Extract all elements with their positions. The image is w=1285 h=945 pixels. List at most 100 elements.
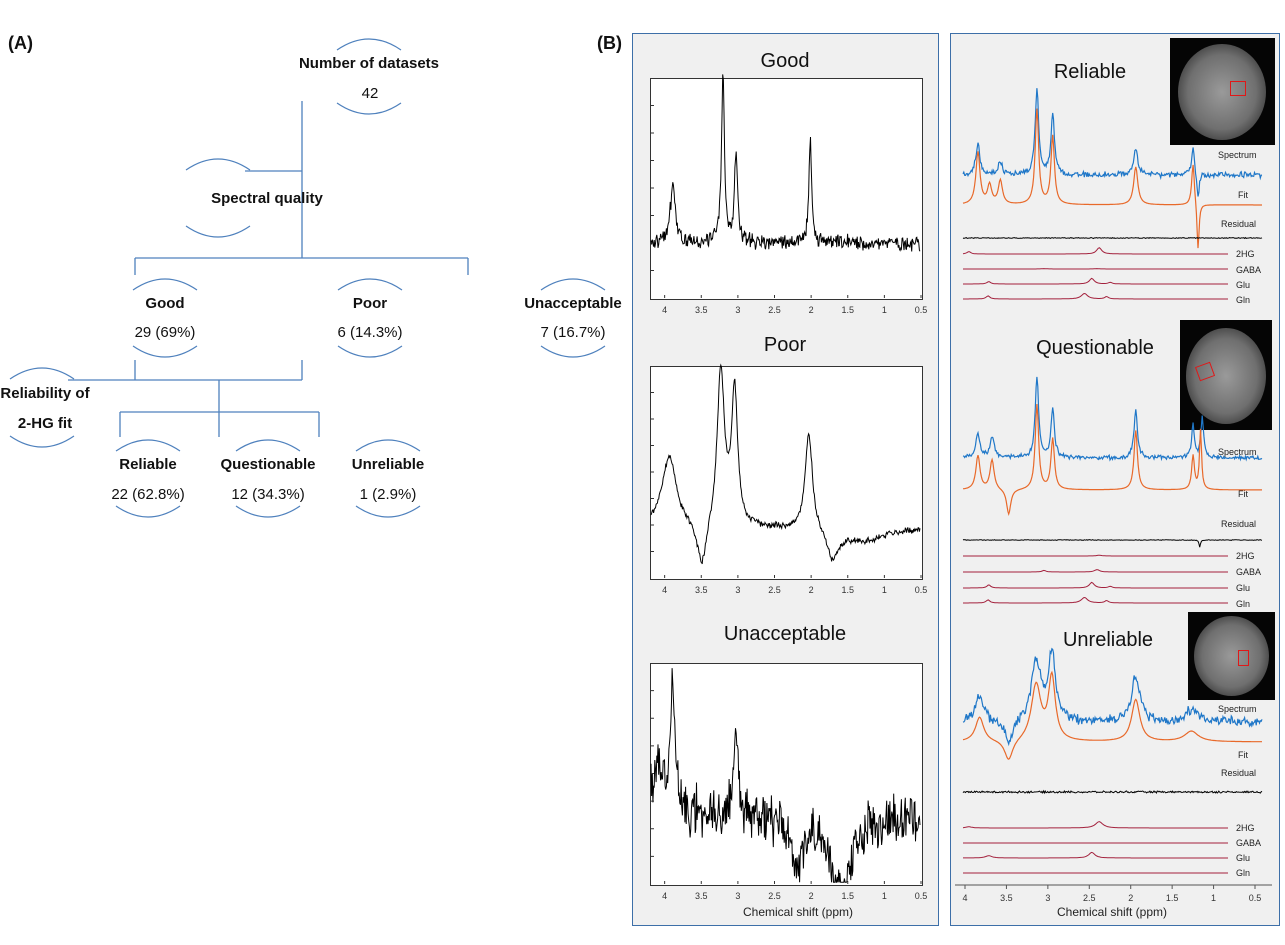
node-arc: [540, 278, 606, 358]
trace-label-gln: Gln: [1236, 295, 1251, 305]
x-tick-label: 4: [962, 893, 968, 903]
trace-label-gaba: GABA: [1236, 838, 1262, 848]
x-tick-label: 3: [735, 585, 741, 595]
trace-label-fit: Fit: [1238, 489, 1248, 499]
plot-title-unreliable: Unreliable: [1062, 629, 1154, 651]
plot-title-unacceptable: Unacceptable: [723, 623, 847, 645]
quality-unacceptable-value: 7 (16.7%): [540, 324, 605, 341]
quality-poor-value: 6 (14.3%): [337, 324, 402, 341]
trace-label-residual: Residual: [1221, 219, 1257, 229]
x-tick-label: 0.5: [1248, 893, 1262, 903]
reliability-label-line2: 2-HG fit: [18, 415, 72, 432]
trace-label-2hg: 2HG: [1236, 551, 1255, 561]
x-tick-label: 2.5: [768, 305, 781, 315]
x-tick-label: 1: [881, 305, 887, 315]
reliability-reliable-value: 22 (62.8%): [111, 486, 184, 503]
tree-connectors: [68, 101, 469, 437]
trace-label-spectrum: Spectrum: [1218, 704, 1257, 714]
trace-label-fit: Fit: [1238, 190, 1248, 200]
x-axis-label-right: Chemical shift (ppm): [1056, 905, 1168, 919]
node-arc: [337, 278, 403, 358]
trace-label-spectrum: Spectrum: [1218, 150, 1257, 160]
quality-good-title: Good: [145, 295, 184, 312]
x-tick-label: 3: [735, 305, 741, 315]
x-tick-label: 4: [662, 585, 668, 595]
node-arc: [185, 158, 251, 238]
x-tick-label: 3: [1045, 893, 1051, 903]
x-tick-label: 2.5: [768, 585, 781, 595]
x-tick-label: 2: [1128, 893, 1134, 903]
x-tick-label: 1.5: [841, 305, 855, 315]
quality-good-value: 29 (69%): [135, 324, 196, 341]
node-arc: [355, 439, 421, 518]
x-tick-label: 3.5: [695, 305, 708, 315]
trace-label-gln: Gln: [1236, 599, 1251, 609]
quality-poor-title: Poor: [353, 295, 387, 312]
node-arcs: [9, 38, 606, 518]
x-tick-label: 3.5: [695, 585, 708, 595]
x-tick-label: 1: [1211, 893, 1217, 903]
trace-label-glu: Glu: [1236, 583, 1251, 593]
trace-label-2hg: 2HG: [1236, 249, 1255, 259]
plot-title-poor: Poor: [763, 334, 807, 356]
root-node-value: 42: [362, 85, 379, 102]
node-arc: [115, 439, 181, 518]
reliability-questionable-value: 12 (34.3%): [231, 486, 304, 503]
plot-title-good: Good: [760, 50, 810, 72]
node-arc: [235, 439, 301, 518]
trace-label-gaba: GABA: [1236, 265, 1262, 275]
quality-unacceptable-title: Unacceptable: [524, 295, 622, 312]
brain-mri-image-reliable: [1170, 38, 1275, 145]
x-tick-label: 2.5: [768, 891, 781, 901]
x-tick-label: 0.5: [914, 891, 928, 901]
x-tick-label: 2: [808, 891, 814, 901]
node-arc: [9, 367, 75, 448]
x-tick-label: 2: [808, 585, 814, 595]
x-tick-label: 3: [735, 891, 741, 901]
reliability-reliable-title: Reliable: [119, 456, 177, 473]
x-tick-label: 2.5: [1083, 893, 1096, 903]
trace-label-gln: Gln: [1236, 868, 1251, 878]
brain-mri-image-questionable: [1180, 320, 1272, 430]
trace-label-residual: Residual: [1221, 519, 1257, 529]
trace-label-spectrum: Spectrum: [1218, 447, 1257, 457]
trace-label-glu: Glu: [1236, 853, 1251, 863]
x-tick-label: 1.5: [841, 585, 855, 595]
reliability-questionable-title: Questionable: [220, 456, 315, 473]
x-axis-label-left: Chemical shift (ppm): [742, 905, 854, 919]
trace-label-2hg: 2HG: [1236, 823, 1255, 833]
x-tick-label: 2: [808, 305, 814, 315]
x-tick-label: 3.5: [695, 891, 708, 901]
panel-b-label: (B): [597, 33, 622, 53]
plot-title-reliable: Reliable: [1053, 61, 1127, 83]
x-tick-label: 0.5: [914, 305, 928, 315]
node-arc: [336, 38, 402, 115]
x-tick-label: 4: [662, 305, 668, 315]
node-arc: [132, 278, 198, 358]
trace-label-glu: Glu: [1236, 280, 1251, 290]
voxel-roi-marker: [1230, 81, 1246, 96]
x-tick-label: 1.5: [1165, 893, 1179, 903]
reliability-unreliable-value: 1 (2.9%): [360, 486, 417, 503]
x-tick-label: 3.5: [1000, 893, 1013, 903]
trace-label-residual: Residual: [1221, 768, 1257, 778]
brain-mri-image-unreliable: [1188, 612, 1275, 700]
fit-reliability-panel: [950, 33, 1280, 926]
plot-good: [650, 78, 923, 300]
x-tick-label: 1: [881, 891, 887, 901]
reliability-label-line1: Reliability of: [0, 385, 90, 402]
x-tick-label: 1: [881, 585, 887, 595]
x-tick-label: 1.5: [841, 891, 855, 901]
root-node-title: Number of datasets: [299, 55, 439, 72]
voxel-roi-marker: [1238, 650, 1249, 666]
plot-poor: [650, 366, 923, 580]
plot-title-questionable: Questionable: [1036, 337, 1154, 359]
spectral-quality-label: Spectral quality: [211, 190, 323, 207]
plot-unacceptable: [650, 663, 923, 886]
trace-label-fit: Fit: [1238, 750, 1248, 760]
x-tick-label: 0.5: [914, 585, 928, 595]
dataset-tree: Number of datasets 42 Spectral quality G…: [0, 38, 622, 518]
x-tick-label: 4: [662, 891, 668, 901]
trace-label-gaba: GABA: [1236, 567, 1262, 577]
